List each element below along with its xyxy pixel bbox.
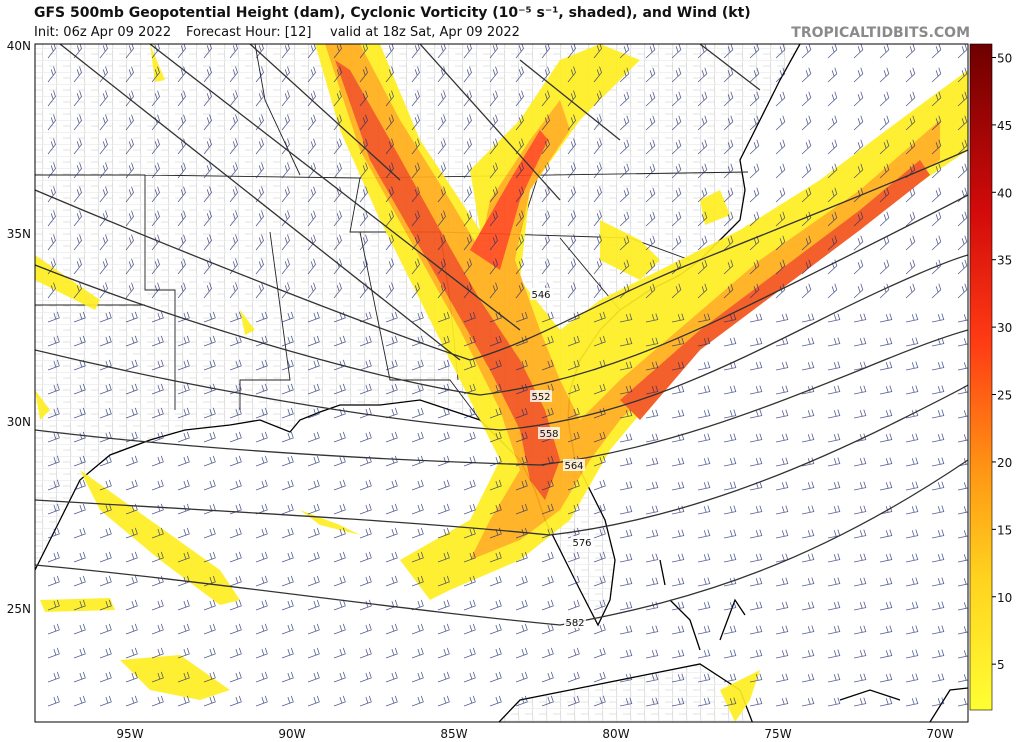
contour-label: 558 [539, 429, 558, 440]
land [35, 44, 800, 625]
colorbar [969, 43, 993, 711]
forecast-hour: Forecast Hour: [12] [186, 25, 311, 40]
colorbar-label: 30 [997, 321, 1012, 335]
longitude-label: 70W [926, 727, 953, 741]
map-frame [34, 43, 969, 723]
contour-label-bg [563, 459, 585, 471]
colorbar-label: 5 [997, 658, 1005, 672]
contour-label: 576 [572, 538, 591, 549]
title: GFS 500mb Geopotential Height (dam), Cyc… [34, 5, 751, 21]
contour-label: 582 [565, 618, 584, 629]
contour-label: 546 [531, 290, 550, 301]
longitude-label: 90W [278, 727, 305, 741]
map [35, 44, 968, 722]
contour-label-bg [564, 616, 586, 628]
contour-label-bg [538, 427, 560, 439]
brand: TROPICALTIDBITS.COM [791, 25, 970, 41]
contour-label: 564 [564, 461, 583, 472]
colorbar-label: 10 [997, 591, 1012, 605]
contour-label: 552 [531, 392, 550, 403]
contour-label-bg [571, 536, 593, 548]
latitude-label: 40N [7, 39, 31, 53]
bahamas [659, 559, 901, 701]
latitude-label: 25N [7, 602, 31, 616]
colorbar-label: 35 [997, 254, 1012, 268]
latitude-label: 30N [7, 415, 31, 429]
hispaniola [929, 687, 968, 722]
init-time: Init: 06z Apr 09 2022 [34, 25, 171, 40]
colorbar-label: 45 [997, 119, 1012, 133]
height-contours [35, 44, 968, 626]
land-south [499, 664, 753, 722]
colorbar-label: 40 [997, 186, 1012, 200]
longitude-label: 85W [440, 727, 467, 741]
colorbar-label: 25 [997, 389, 1012, 403]
colorbar-label: 20 [997, 456, 1012, 470]
longitude-label: 75W [764, 727, 791, 741]
contour-label-bg [530, 390, 552, 402]
valid-time: valid at 18z Sat, Apr 09 2022 [330, 25, 520, 40]
colorbar-label: 50 [997, 51, 1012, 65]
longitude-label: 95W [116, 727, 143, 741]
latitude-label: 35N [7, 227, 31, 241]
contour-label-bg [530, 288, 552, 300]
longitude-label: 80W [602, 727, 629, 741]
vorticity-shading [35, 44, 968, 722]
colorbar-label: 15 [997, 523, 1012, 537]
